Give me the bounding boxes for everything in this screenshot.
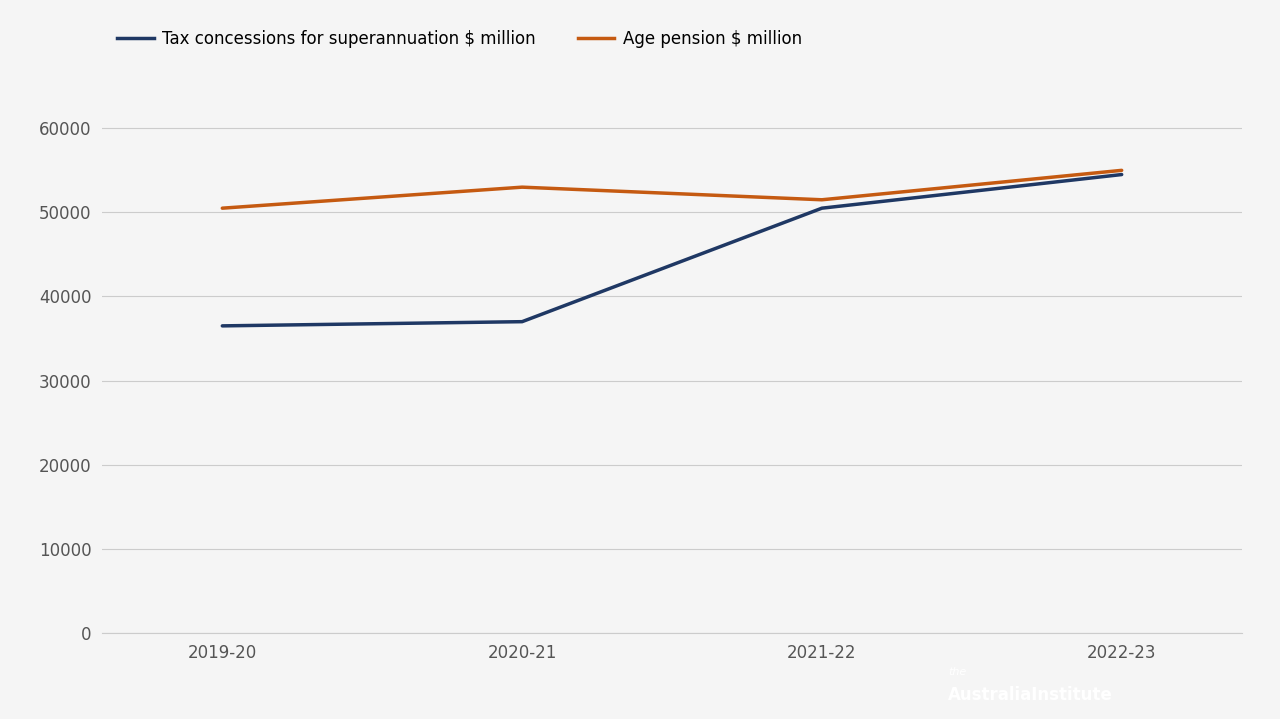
Legend: Tax concessions for superannuation $ million, Age pension $ million: Tax concessions for superannuation $ mil… [111,24,809,55]
Text: AustraliaInstitute: AustraliaInstitute [948,686,1114,704]
Text: the: the [948,667,966,677]
